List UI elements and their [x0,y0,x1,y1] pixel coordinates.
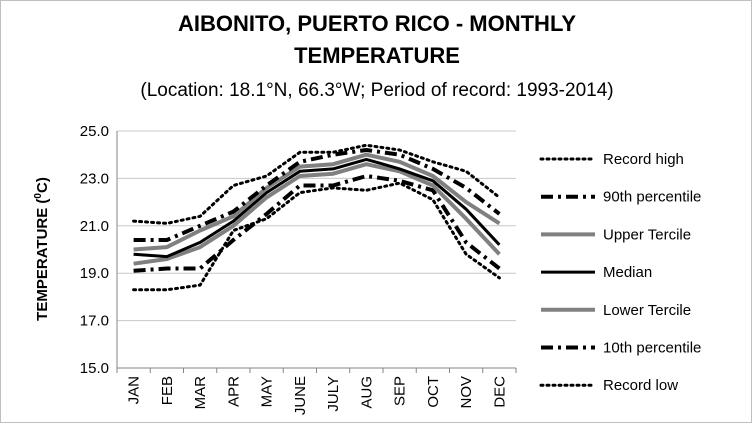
chart-subtitle: (Location: 18.1°N, 66.3°W; Period of rec… [140,80,613,101]
series-line-median [133,157,501,259]
y-tick-label: 21.0 [80,218,109,235]
x-tick-label: MAR [192,376,209,410]
x-tick-label: APR [225,376,242,407]
series-line-upper-tercile [133,152,501,252]
x-tick-label: NOV [458,376,475,409]
legend-label: Upper Tercile [603,226,691,243]
legend: Record high 90th percentile Upper Tercile M… [539,151,701,394]
x-tick-label: OCT [425,376,442,408]
series-line-10th-percentile [133,174,501,273]
x-tick-label: MAY [259,376,276,407]
x-tick-label: DEC [491,376,508,408]
y-tick-label: 15.0 [80,360,109,377]
legend-label: Median [603,264,652,281]
series-lines [132,143,501,292]
y-tick-label: 17.0 [80,313,109,330]
legend-label: Record high [603,151,684,168]
x-tick-label: AUG [358,376,375,409]
y-tick-label: 25.0 [80,123,109,140]
legend-label: Record low [603,377,678,394]
legend-label: Lower Tercile [603,302,691,319]
y-axis-title: TEMPERATURE (0C) [33,177,51,321]
x-tick-label: FEB [159,376,176,405]
y-tick-label: 19.0 [80,265,109,282]
series-line-record-high [132,143,501,225]
series-line-lower-tercile [133,162,501,266]
legend-label: 10th percentile [603,340,701,357]
x-tick-label: JULY [325,376,342,412]
series-line-90th-percentile [133,148,501,242]
x-tick-label: JUNE [292,376,309,415]
legend-label: 90th percentile [603,189,701,206]
series-line-record-low [132,181,501,292]
x-tick-label: JAN [126,376,143,404]
x-tick-label: SEP [392,376,409,406]
axes: 15.0 17.0 19.0 21.0 23.0 25.0 JAN FEB MAR APR MAY J… [80,123,517,415]
chart-title-line2: TEMPERATURE [294,43,460,68]
y-tick-label: 23.0 [80,170,109,187]
chart-title-line1: AIBONITO, PUERTO RICO - MONTHLY [178,11,576,36]
